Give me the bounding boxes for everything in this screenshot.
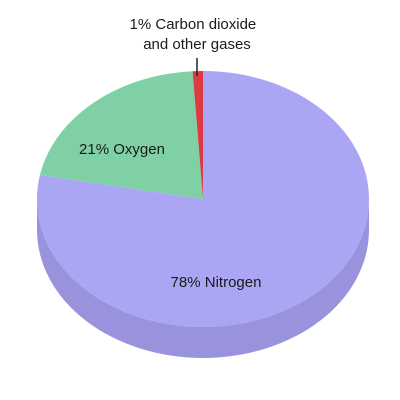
slice-label-nitrogen: 78% Nitrogen [171, 274, 262, 291]
slice-label-carbon-dioxide-line-2: and other gases [143, 36, 251, 53]
slice-label-oxygen: 21% Oxygen [79, 141, 165, 158]
slice-label-carbon-dioxide: 1% Carbon dioxide and other gases [130, 16, 261, 53]
slice-label-carbon-dioxide-line-1: 1% Carbon dioxide [130, 16, 257, 33]
